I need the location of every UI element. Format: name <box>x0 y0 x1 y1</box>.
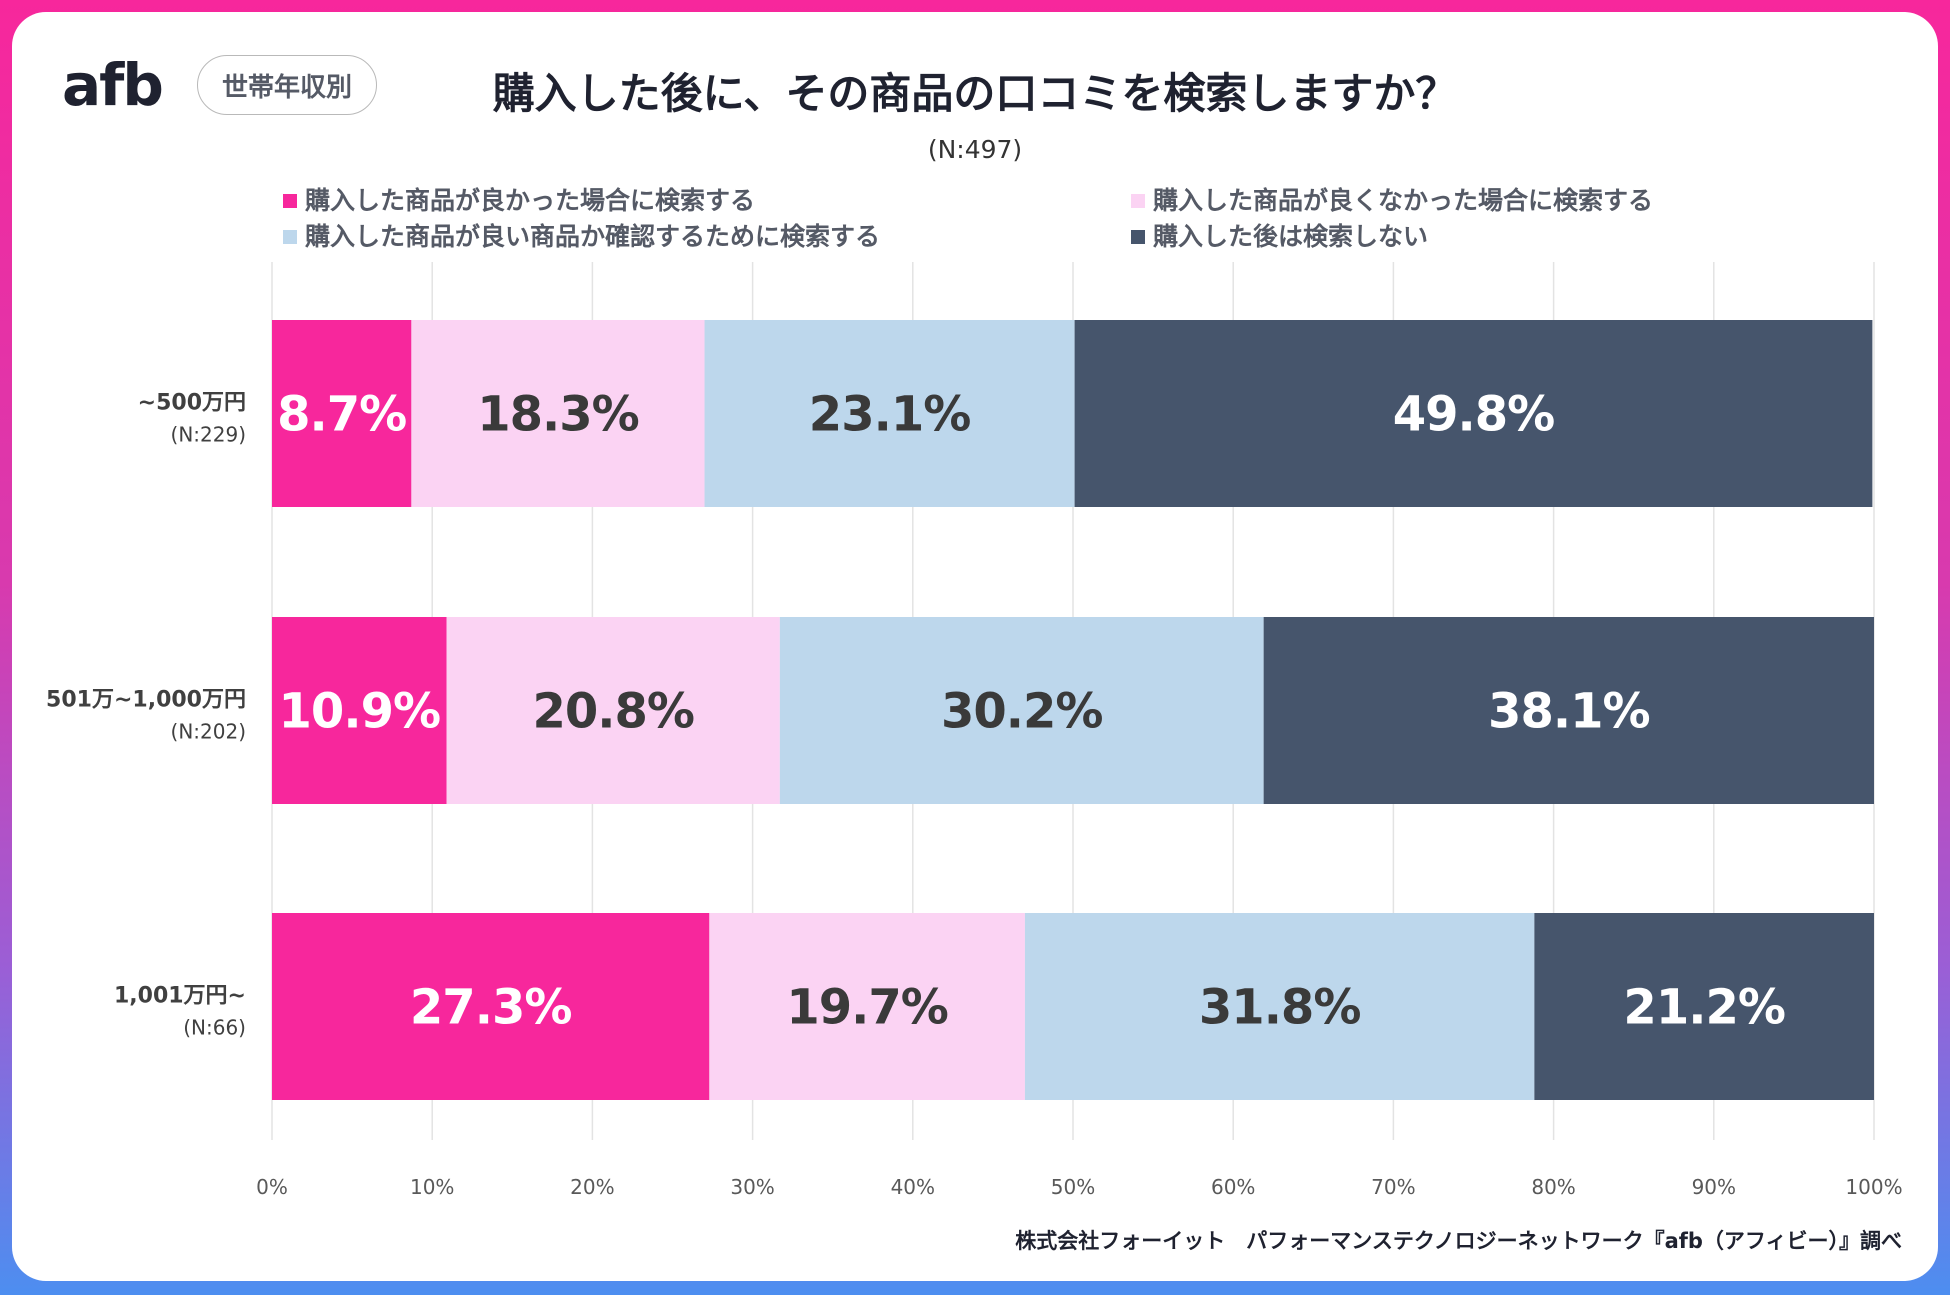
x-tick-label: 90% <box>1692 1175 1736 1199</box>
x-tick-label: 50% <box>1051 1175 1095 1199</box>
x-tick-label: 40% <box>891 1175 935 1199</box>
data-label: 19.7% <box>786 980 948 1036</box>
category-label: 501万~1,000万円 <box>46 688 246 713</box>
data-label: 49.8% <box>1393 387 1555 443</box>
data-label: 18.3% <box>477 387 639 443</box>
x-tick-label: 30% <box>730 1175 774 1199</box>
legend-item-confirm: 購入した商品が良い商品か確認するために検索する <box>283 222 880 252</box>
legend-swatch <box>283 194 297 208</box>
x-tick-label: 60% <box>1211 1175 1255 1199</box>
legend-label: 購入した商品が良い商品か確認するために検索する <box>305 222 881 251</box>
x-tick-label: 70% <box>1371 1175 1415 1199</box>
data-label: 30.2% <box>941 684 1103 740</box>
category-label: 1,001万円~ <box>114 984 246 1009</box>
legend-swatch <box>1131 230 1145 244</box>
x-tick-label: 80% <box>1531 1175 1575 1199</box>
bar-segment <box>1263 617 1874 804</box>
bar-segment <box>272 617 447 804</box>
data-label: 21.2% <box>1623 980 1785 1036</box>
source-credit: 株式会社フォーイット パフォーマンステクノロジーネットワーク『afb（アフィビー… <box>1015 1229 1902 1253</box>
data-label: 23.1% <box>809 387 971 443</box>
bar-segment <box>704 320 1075 507</box>
bar-segment <box>779 617 1264 804</box>
data-label: 10.9% <box>279 684 441 740</box>
sample-size-label: (N:497) <box>927 135 1023 164</box>
afb-logo: afb <box>62 50 164 120</box>
legend-swatch <box>283 230 297 244</box>
legend-item-not-good: 購入した商品が良くなかった場合に検索する <box>1131 186 1653 216</box>
data-label: 8.7% <box>277 387 406 443</box>
data-label: 31.8% <box>1199 980 1361 1036</box>
category-n-label: (N:229) <box>171 423 246 447</box>
category-n-label: (N:202) <box>171 720 246 744</box>
data-label: 20.8% <box>532 684 694 740</box>
legend-item-no-search: 購入した後は検索しない <box>1131 222 1428 252</box>
x-tick-label: 0% <box>256 1175 288 1199</box>
x-tick-label: 10% <box>410 1175 454 1199</box>
legend-item-good: 購入した商品が良かった場合に検索する <box>283 186 755 216</box>
bar-segment <box>272 913 710 1100</box>
category-label: ~500万円 <box>138 391 246 416</box>
legend-label: 購入した後は検索しない <box>1153 222 1429 251</box>
bar-segment <box>272 320 412 507</box>
category-badge: 世帯年収別 <box>197 55 377 115</box>
bar-segment <box>411 320 705 507</box>
logo-text: afb <box>62 51 164 119</box>
x-tick-label: 20% <box>570 1175 614 1199</box>
legend-label: 購入した商品が良かった場合に検索する <box>305 186 756 215</box>
data-label: 27.3% <box>410 980 572 1036</box>
data-label: 38.1% <box>1488 684 1650 740</box>
legend-swatch <box>1131 194 1145 208</box>
bar-segment <box>1074 320 1873 507</box>
bar-segment <box>446 617 780 804</box>
page-title: 購入した後に、その商品の口コミを検索しますか？ <box>492 69 1458 118</box>
bar-segment <box>1534 913 1874 1100</box>
bar-segment <box>1024 913 1535 1100</box>
legend-label: 購入した商品が良くなかった場合に検索する <box>1153 186 1654 215</box>
category-n-label: (N:66) <box>183 1016 246 1040</box>
bar-segment <box>709 913 1025 1100</box>
x-tick-label: 100% <box>1845 1175 1902 1199</box>
